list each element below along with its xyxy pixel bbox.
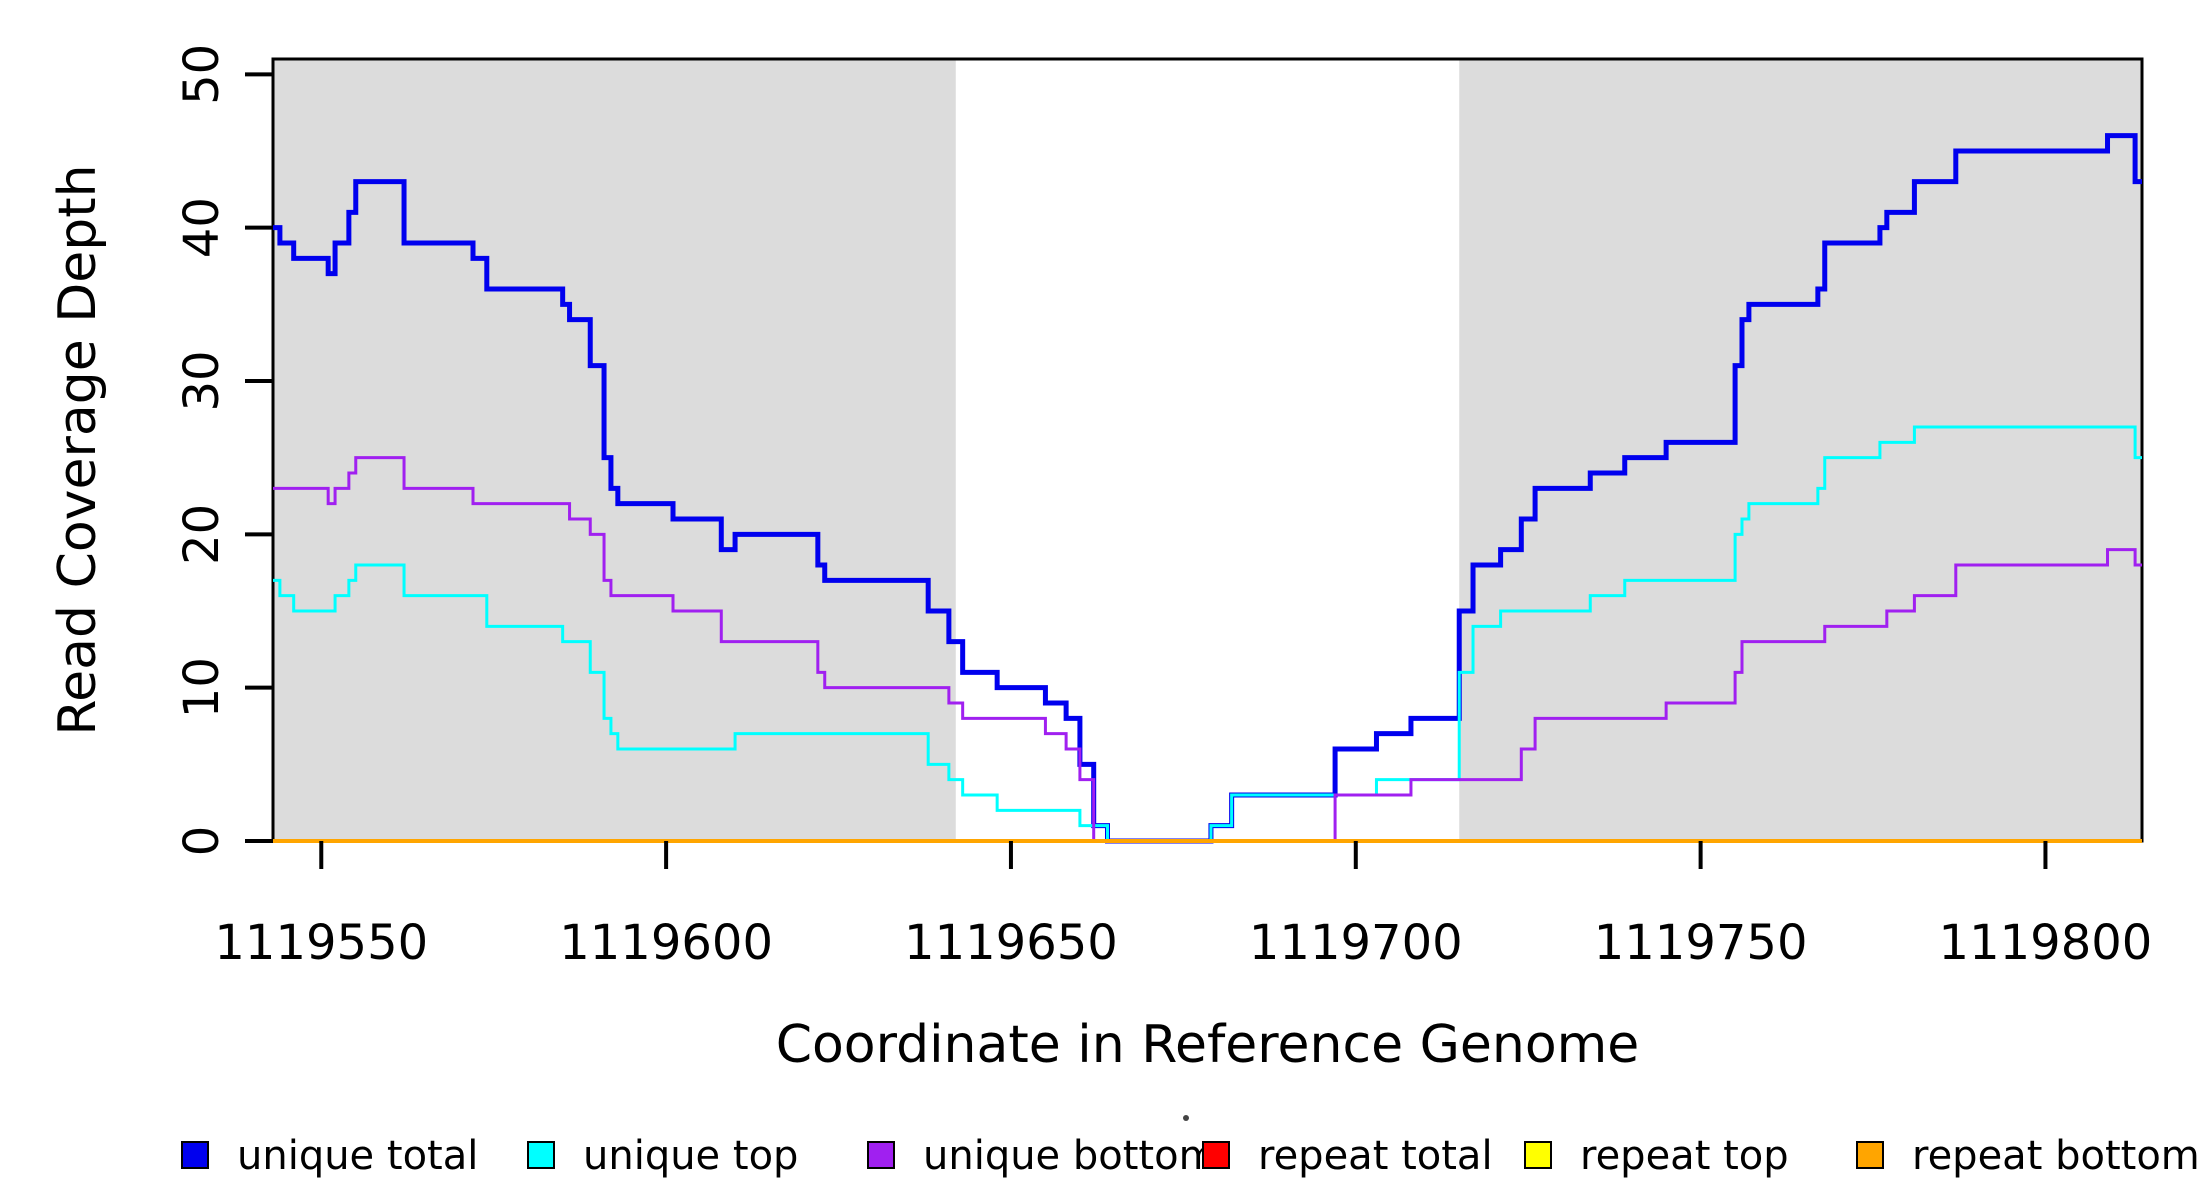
x-tick-label-1119600: 1119600: [559, 915, 773, 971]
legend-label-unique-total: unique total: [237, 1133, 478, 1179]
y-axis-title: Read Coverage Depth: [48, 164, 108, 735]
x-axis-title: Coordinate in Reference Genome: [776, 1015, 1640, 1075]
legend-swatch-repeat-bottom: [1856, 1141, 1884, 1169]
series-unique-total-line: [273, 133, 2142, 844]
shaded-region-1: [273, 59, 956, 841]
shaded-regions: [273, 59, 2142, 841]
y-tick-label-20: 20: [174, 504, 230, 565]
series-unique-top-line: [273, 425, 2142, 843]
x-tick-label-1119800: 1119800: [1939, 915, 2153, 971]
legend-swatch-repeat-total: [1202, 1141, 1230, 1169]
legend-label-repeat-total: repeat total: [1258, 1133, 1493, 1179]
legend-swatch-unique-top: [527, 1141, 555, 1169]
x-tick-label-1119550: 1119550: [214, 915, 428, 971]
legend-swatch-unique-total: [181, 1141, 209, 1169]
legend-label-repeat-top: repeat top: [1580, 1133, 1789, 1179]
legend-label-repeat-bottom: repeat bottom: [1912, 1133, 2200, 1179]
legend-label-unique-bottom: unique bottom: [923, 1133, 1218, 1179]
stray-mark-artifact: [1183, 1115, 1189, 1121]
legend-swatch-unique-bottom: [867, 1141, 895, 1169]
x-tick-label-1119650: 1119650: [904, 915, 1118, 971]
legend: unique total unique top unique bottom repea…: [181, 1115, 2200, 1179]
y-tick-label-10: 10: [174, 657, 230, 718]
series-lines: [273, 133, 2142, 844]
y-tick-label-30: 30: [174, 350, 230, 411]
y-tick-label-50: 50: [174, 44, 230, 105]
axis-ticks: [245, 72, 2048, 869]
legend-label-unique-top: unique top: [583, 1133, 798, 1179]
x-tick-label-1119700: 1119700: [1249, 915, 1463, 971]
shaded-region-2: [1459, 59, 2142, 841]
y-tick-label-40: 40: [174, 197, 230, 258]
y-tick-label-0: 0: [174, 826, 230, 857]
x-tick-label-1119750: 1119750: [1594, 915, 1808, 971]
series-unique-bottom-line: [273, 456, 2142, 843]
axis-tick-labels: 1119550 1119600 1119650 1119700 1119750 11198…: [174, 44, 2152, 971]
legend-swatch-repeat-top: [1524, 1141, 1552, 1169]
